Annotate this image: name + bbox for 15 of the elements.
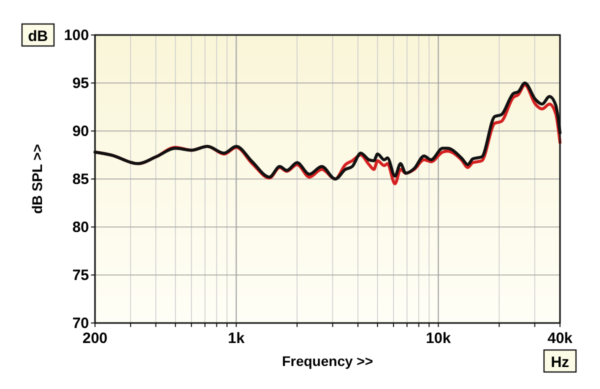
x-axis-title: Frequency >> <box>282 353 374 369</box>
y-tick-label: 80 <box>72 219 89 236</box>
y-tick-label: 70 <box>72 315 89 332</box>
x-tick-label: 40k <box>547 330 574 347</box>
y-tick-label: 95 <box>72 75 89 92</box>
y-tick-label: 75 <box>72 267 89 284</box>
x-tick-label: 1k <box>228 330 246 347</box>
y-axis-title: dB SPL >> <box>29 144 45 214</box>
y-tick-label: 85 <box>72 171 89 188</box>
x-tick-label: 200 <box>82 330 108 347</box>
y-tick-label: 100 <box>64 27 89 44</box>
y-tick-label: 90 <box>72 123 89 140</box>
x-tick-label: 10k <box>426 330 452 347</box>
text: Hz <box>550 354 570 371</box>
text: dB <box>28 28 48 45</box>
